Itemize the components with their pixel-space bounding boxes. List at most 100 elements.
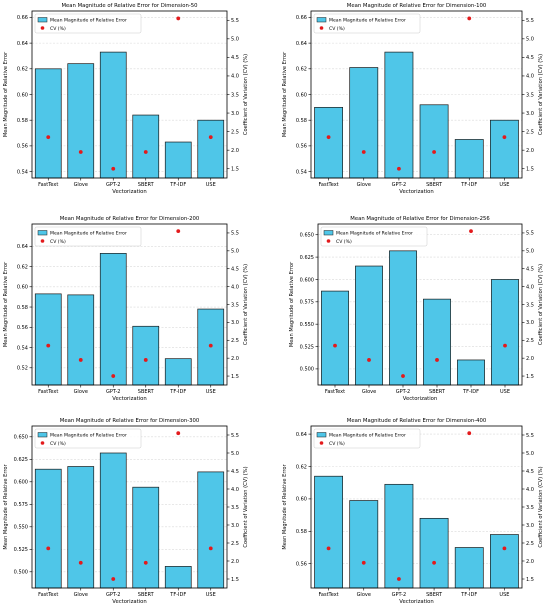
y-axis-label: Mean Magnitude of Relative Error [3, 463, 9, 549]
y-tick-label: 0.56 [296, 144, 307, 150]
y-tick-label: 0.625 [300, 255, 314, 261]
legend-swatch-bar [323, 230, 334, 236]
y-tick-label: 0.58 [17, 118, 28, 124]
y2-tick-label: 2.5 [526, 338, 534, 344]
cv-point-gpt-2 [111, 166, 116, 171]
cv-point-tf-idf [176, 229, 181, 234]
bar-use [197, 119, 225, 179]
y2-tick-label: 5.0 [231, 451, 239, 457]
chart-panel-1: 0.54 0.56 0.58 0.60 0.62 0.64 0.66 1.5 2.0 2.5 3.0… [282, 3, 544, 195]
y2-axis-label: Coefficient of Variation (CV) (%) [538, 54, 544, 135]
y-tick-label: 0.500 [14, 570, 28, 576]
y2-tick-label: 4.5 [231, 469, 239, 475]
y-tick-label: 0.60 [296, 497, 307, 503]
y2-tick-label: 4.5 [231, 55, 239, 61]
cv-point-glove [78, 560, 83, 565]
bar-glove [67, 294, 95, 386]
y2-tick-label: 3.0 [231, 523, 239, 529]
y2-tick-label: 4.0 [526, 74, 534, 80]
x-tick-label: TF-IDF [169, 182, 186, 188]
legend-box [34, 226, 142, 247]
y2-tick-label: 2.5 [231, 338, 239, 344]
chart-title: Mean Magnitude of Relative Error for Dim… [60, 418, 200, 424]
y-tick-label: 0.58 [296, 118, 307, 124]
cv-point-fasttext [46, 343, 51, 348]
y2-tick-label: 2.0 [526, 148, 534, 154]
x-tick-label: FastText [325, 389, 345, 395]
x-axis-label: Vectorization [399, 189, 434, 195]
y2-tick-label: 2.0 [231, 356, 239, 362]
y-tick-label: 0.62 [17, 264, 28, 270]
y-tick-label: 0.550 [300, 322, 314, 328]
bar-fasttext [314, 475, 343, 589]
cv-point-sbert [435, 358, 439, 362]
bar-tf-idf [164, 566, 192, 589]
bar-gpt-2 [99, 452, 127, 589]
legend-box [320, 226, 428, 247]
y2-axis-label: Coefficient of Variation (CV) (%) [243, 264, 249, 345]
legend-swatch-point [40, 239, 45, 243]
x-tick-label: FastText [38, 389, 58, 395]
y2-tick-label: 5.5 [231, 433, 239, 439]
y-tick-label: 0.62 [296, 67, 307, 73]
chart-panel-3: 0.500 0.525 0.550 0.575 0.600 0.625 0.650 1.5 2.… [289, 216, 544, 402]
y-tick-label: 0.64 [296, 41, 307, 47]
y-tick-label: 0.66 [296, 15, 307, 21]
cv-point-fasttext [326, 546, 331, 551]
y-tick-label: 0.54 [17, 345, 28, 351]
x-tick-label: Glove [357, 182, 371, 188]
y2-tick-label: 2.0 [231, 559, 239, 565]
cv-point-glove [78, 150, 83, 154]
legend-label-mmre: Mean Magnitude of Relative Error [50, 231, 127, 237]
legend-label-mmre: Mean Magnitude of Relative Error [336, 231, 413, 237]
legend-label-cv: CV (%) [50, 239, 66, 245]
cv-point-fasttext [333, 343, 337, 348]
cv-point-use [208, 546, 213, 551]
y2-tick-label: 3.0 [526, 320, 534, 326]
chart-panel-5: 0.56 0.58 0.60 0.62 0.64 1.5 2.0 2.5 3.0 3.5 4.0 4.… [282, 418, 544, 605]
y2-tick-label: 5.5 [526, 18, 534, 24]
y2-tick-label: 2.0 [231, 148, 239, 154]
x-tick-label: SBERT [426, 182, 443, 188]
x-axis-label: Vectorization [399, 599, 434, 605]
bar-sbert [419, 517, 449, 589]
legend-label-cv: CV (%) [50, 441, 66, 447]
x-tick-label: Glove [74, 592, 88, 598]
x-tick-label: SBERT [138, 182, 155, 188]
y-tick-label: 0.64 [17, 244, 28, 250]
bar-glove [67, 466, 95, 589]
cv-point-gpt-2 [401, 374, 405, 378]
x-tick-label: Glove [74, 182, 88, 188]
legend-label-mmre: Mean Magnitude of Relative Error [50, 433, 127, 439]
bar-gpt-2 [389, 250, 417, 386]
legend-box [313, 428, 421, 449]
y2-tick-label: 4.5 [526, 55, 534, 61]
cv-point-tf-idf [176, 431, 181, 436]
bar-use [490, 119, 519, 179]
cv-point-gpt-2 [397, 166, 401, 171]
y2-tick-label: 4.0 [231, 487, 239, 493]
y-tick-label: 0.58 [17, 305, 28, 311]
cv-point-use [502, 135, 507, 140]
legend-box [34, 13, 142, 34]
y-tick-label: 0.60 [296, 92, 307, 98]
y-tick-label: 0.500 [300, 367, 314, 373]
cv-point-glove [361, 560, 366, 565]
cv-point-sbert [432, 560, 436, 565]
cv-point-glove [361, 150, 366, 154]
y2-tick-label: 4.0 [526, 487, 534, 493]
cv-point-sbert [143, 560, 148, 565]
y-axis-label: Mean Magnitude of Relative Error [289, 261, 295, 347]
bar-sbert [423, 298, 451, 386]
legend-swatch-point [319, 441, 324, 445]
y-tick-label: 0.58 [296, 529, 307, 535]
x-tick-label: SBERT [429, 389, 446, 395]
y2-tick-label: 5.5 [231, 18, 239, 24]
y2-tick-label: 3.0 [231, 111, 239, 117]
cv-point-fasttext [46, 546, 51, 551]
chart-title: Mean Magnitude of Relative Error for Dim… [61, 3, 198, 9]
y2-tick-label: 5.5 [526, 231, 534, 237]
cv-point-fasttext [46, 135, 51, 140]
chart-title: Mean Magnitude of Relative Error for Dim… [347, 3, 487, 9]
bar-gpt-2 [384, 51, 414, 179]
